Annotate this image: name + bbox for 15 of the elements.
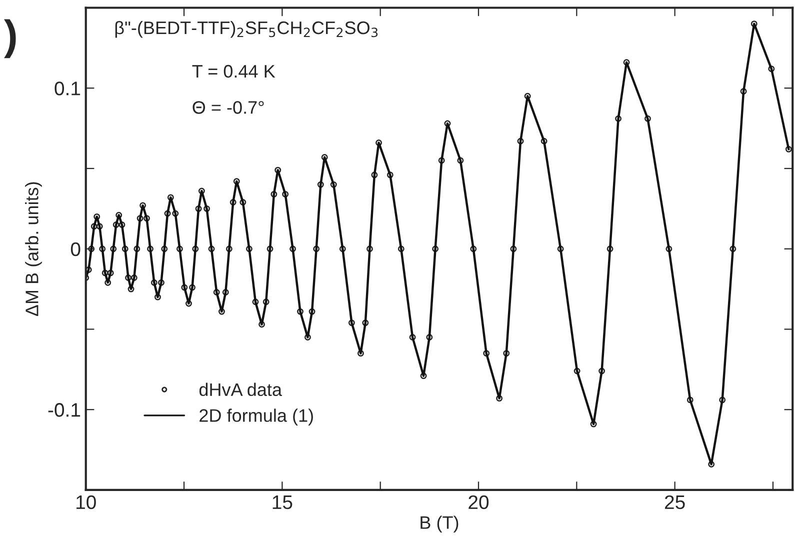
x-tick-label: 15 xyxy=(272,496,292,510)
y-axis-title: ΔM B (arb. units) xyxy=(25,182,42,316)
y-tick-label: 0 xyxy=(70,242,80,256)
x-tick-label: 25 xyxy=(664,495,685,510)
legend-label: dHvA data xyxy=(199,382,282,396)
text: β"-(BEDT-TTF)$_{2}$SF$_{5}$CH$_{2}$CF$_{2}$SO$_{3}$ xyxy=(115,20,378,38)
x-tick-label: 10 xyxy=(76,495,96,510)
legend-label: 2D formula (1) xyxy=(200,408,313,426)
annotation: T = 0.44 K xyxy=(192,64,276,78)
x-axis-title: B (T) xyxy=(420,516,458,533)
x-tick-label: 20 xyxy=(468,495,489,510)
y-tick-label: -0.1 xyxy=(48,403,80,417)
y-tick-label: 0.1 xyxy=(54,82,80,96)
text: ) xyxy=(4,19,16,58)
annotation: Θ = -0.7° xyxy=(192,101,264,114)
